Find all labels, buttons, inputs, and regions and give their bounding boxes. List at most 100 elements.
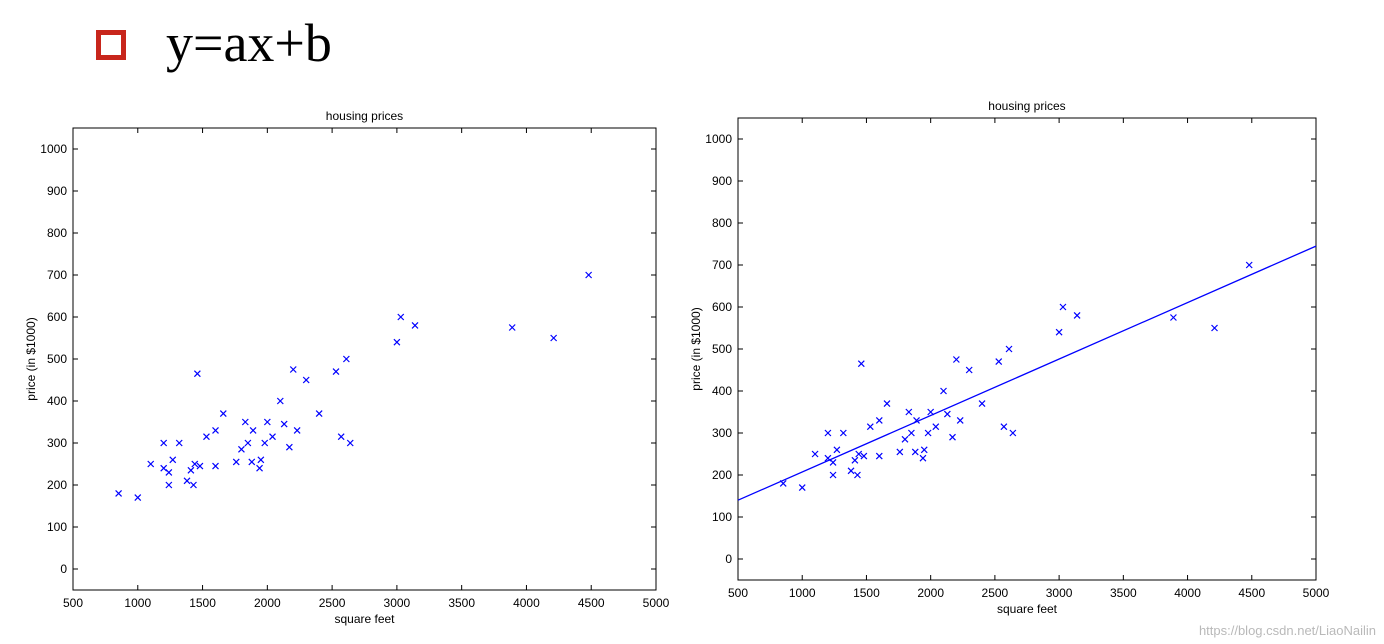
data-point-x-marker [829, 458, 837, 466]
data-point-x-marker [1211, 324, 1218, 332]
regression-chart-panel: housing prices 500 1000 1500 2000 2500 3000 350… [680, 90, 1340, 620]
x-tick-label: 5000 [643, 596, 670, 610]
marker-stroke [920, 446, 928, 454]
marker-stroke [237, 445, 245, 453]
data-point-x-marker [115, 489, 123, 497]
marker-stroke [276, 397, 284, 405]
y-tick-label: 800 [712, 216, 732, 230]
data-point-x-marker [315, 410, 323, 418]
data-point-x-marker [183, 477, 191, 485]
data-point-x-marker [261, 439, 269, 447]
marker-stroke [779, 479, 787, 487]
data-point-x-marker [160, 464, 168, 472]
data-point-x-marker [411, 321, 419, 329]
marker-stroke [829, 458, 837, 466]
marker-stroke [302, 376, 310, 384]
marker-stroke [232, 458, 240, 466]
data-point-x-marker [187, 466, 195, 474]
y-tick-label: 1000 [40, 142, 67, 156]
data-point-x-marker [875, 416, 883, 424]
marker-stroke [824, 454, 832, 462]
marker-stroke [798, 484, 806, 492]
regression-line [737, 245, 1317, 501]
data-point-x-marker [256, 464, 263, 472]
data-point-x-marker [824, 429, 832, 437]
marker-stroke [187, 466, 195, 474]
marker-stroke [315, 410, 323, 418]
marker-stroke [212, 426, 219, 434]
x-tick-label: 3000 [384, 596, 411, 610]
data-point-x-marker [165, 468, 173, 476]
marker-stroke [905, 408, 913, 416]
marker-stroke [978, 400, 986, 408]
data-point-x-marker [1005, 345, 1013, 353]
data-point-x-marker [883, 400, 891, 408]
data-point-x-marker [269, 433, 276, 441]
data-point-x-marker [907, 429, 915, 437]
marker-stroke [248, 458, 256, 466]
marker-stroke [901, 435, 909, 443]
x-tick-label: 500 [728, 586, 748, 600]
data-point-x-marker [190, 481, 197, 489]
x-tick-label: 5000 [1303, 586, 1330, 600]
data-point-x-marker [337, 433, 345, 441]
y-tick-label: 300 [47, 436, 67, 450]
x-tick-label: 500 [63, 596, 83, 610]
marker-stroke [244, 439, 252, 447]
data-point-x-marker [1170, 314, 1177, 321]
marker-stroke [249, 426, 257, 434]
marker-stroke [913, 416, 920, 424]
y-tick-label: 1000 [705, 132, 732, 146]
marker-stroke [193, 370, 201, 378]
data-point-x-marker [244, 439, 252, 447]
data-point-x-marker [913, 416, 920, 424]
data-point-x-marker [924, 429, 932, 437]
data-point-x-marker [896, 448, 904, 456]
marker-stroke [1009, 429, 1017, 437]
data-point-x-marker [932, 423, 940, 431]
marker-stroke [241, 418, 249, 426]
marker-stroke [169, 456, 177, 464]
marker-stroke [1211, 324, 1218, 332]
marker-stroke [919, 454, 927, 462]
marker-stroke [203, 433, 210, 441]
scatter-chart-panel: housing prices 500 1000 1500 2000 2500 3000 350… [0, 100, 680, 630]
data-point-x-marker [927, 408, 935, 416]
x-tick-label: 3500 [448, 596, 475, 610]
x-tick-label: 4000 [1174, 586, 1201, 600]
marker-stroke [269, 433, 276, 441]
data-point-x-marker [203, 433, 210, 441]
y-tick-label: 900 [47, 184, 67, 198]
chart-title: housing prices [988, 99, 1065, 113]
marker-stroke [257, 456, 265, 464]
data-point-x-marker [905, 408, 913, 416]
marker-stroke [1005, 345, 1013, 353]
marker-stroke [940, 387, 947, 395]
data-point-x-marker [134, 494, 142, 502]
y-tick-label: 500 [47, 352, 67, 366]
marker-stroke [883, 400, 891, 408]
marker-stroke [907, 429, 915, 437]
marker-stroke [261, 439, 269, 447]
data-point-x-marker [860, 452, 868, 460]
marker-stroke [256, 464, 263, 472]
data-point-x-marker [241, 418, 249, 426]
y-tick-label: 800 [47, 226, 67, 240]
y-tick-label: 0 [60, 562, 67, 576]
data-point-x-marker [851, 456, 859, 464]
x-tick-label: 2000 [917, 586, 944, 600]
marker-stroke [191, 460, 199, 468]
marker-stroke [332, 368, 340, 376]
data-point-x-marker [833, 446, 841, 454]
data-point-x-marker [248, 458, 256, 466]
data-point-x-marker [956, 416, 964, 424]
marker-stroke [160, 464, 168, 472]
data-point-x-marker [193, 370, 201, 378]
data-point-x-marker [165, 481, 173, 489]
y-tick-label: 200 [47, 478, 67, 492]
data-point-x-marker [257, 456, 265, 464]
x-tick-label: 2000 [254, 596, 281, 610]
data-point-x-marker [342, 355, 350, 363]
data-point-x-marker [346, 439, 354, 447]
data-point-x-marker [263, 418, 271, 426]
